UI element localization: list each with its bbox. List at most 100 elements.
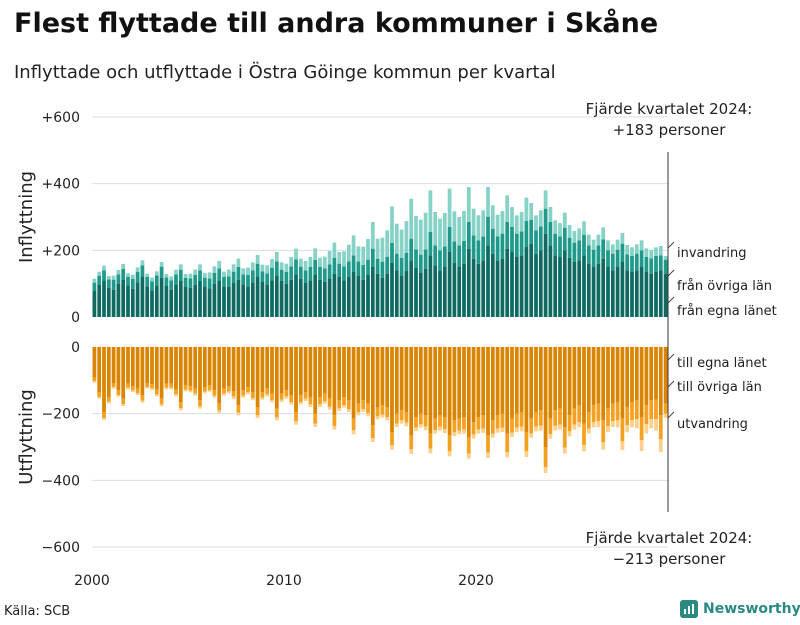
bar-utflyttning — [471, 434, 476, 439]
bar-utflyttning — [510, 432, 514, 437]
bar-utflyttning — [519, 426, 524, 432]
bar-inflyttning — [385, 257, 390, 274]
bar-utflyttning — [418, 347, 423, 414]
bar-inflyttning — [284, 283, 289, 317]
legend-label-in: invandring — [677, 246, 746, 261]
bar-inflyttning — [222, 277, 226, 287]
bar-inflyttning — [567, 237, 572, 258]
bar-inflyttning — [140, 277, 145, 317]
bar-inflyttning — [356, 261, 361, 276]
bar-inflyttning — [634, 270, 639, 317]
bar-utflyttning — [92, 347, 97, 377]
bar-inflyttning — [198, 264, 202, 271]
bar-inflyttning — [625, 245, 630, 255]
bar-utflyttning — [164, 347, 169, 384]
bar-utflyttning — [207, 385, 212, 390]
bar-utflyttning — [452, 347, 457, 421]
bar-inflyttning — [375, 258, 380, 274]
bar-utflyttning — [154, 394, 159, 397]
bar-inflyttning — [255, 277, 260, 317]
bar-inflyttning — [284, 272, 289, 284]
bar-utflyttning — [385, 347, 390, 407]
bar-inflyttning — [260, 282, 265, 317]
bar-inflyttning — [649, 250, 654, 259]
bar-inflyttning — [490, 228, 495, 254]
bar-inflyttning — [615, 249, 620, 267]
bar-utflyttning — [145, 383, 150, 387]
bar-inflyttning — [476, 240, 481, 264]
bar-inflyttning — [140, 265, 145, 277]
bar-inflyttning — [111, 279, 116, 290]
bar-inflyttning — [246, 286, 250, 317]
bar-utflyttning — [193, 393, 198, 396]
bar-utflyttning — [404, 412, 409, 423]
bar-utflyttning — [102, 347, 106, 412]
bar-inflyttning — [188, 287, 193, 317]
bar-inflyttning — [188, 273, 193, 279]
bar-inflyttning — [226, 276, 231, 287]
bar-utflyttning — [658, 347, 663, 416]
bar-utflyttning — [313, 347, 318, 414]
bar-utflyttning — [442, 417, 447, 429]
bar-inflyttning — [207, 278, 212, 289]
bar-inflyttning — [169, 280, 174, 290]
bar-utflyttning — [577, 422, 582, 428]
bar-inflyttning — [447, 252, 452, 317]
bar-inflyttning — [442, 213, 447, 247]
legend-label-in: från övriga län — [677, 279, 772, 294]
bar-inflyttning — [505, 248, 510, 317]
legend-label-out: till egna länet — [677, 356, 767, 371]
bar-utflyttning — [495, 415, 500, 429]
bar-inflyttning — [121, 279, 126, 317]
bar-utflyttning — [476, 347, 481, 417]
bar-utflyttning — [366, 403, 370, 413]
bar-inflyttning — [586, 263, 591, 317]
bar-inflyttning — [577, 260, 582, 317]
brand-logo[interactable]: Newsworthy — [680, 600, 800, 618]
y-tick-label: 0 — [71, 340, 80, 356]
bar-utflyttning — [615, 347, 620, 402]
bar-utflyttning — [399, 347, 404, 411]
bar-utflyttning — [284, 347, 289, 391]
bar-inflyttning — [404, 221, 409, 253]
bar-utflyttning — [423, 415, 428, 427]
bar-utflyttning — [586, 347, 591, 412]
bar-inflyttning — [313, 248, 318, 260]
bar-utflyttning — [106, 397, 111, 402]
bar-inflyttning — [562, 227, 567, 251]
bar-utflyttning — [596, 347, 601, 404]
bar-inflyttning — [375, 273, 380, 317]
bar-utflyttning — [140, 347, 145, 396]
bar-inflyttning — [495, 214, 500, 237]
bar-inflyttning — [121, 269, 126, 280]
bar-utflyttning — [639, 440, 644, 451]
bar-inflyttning — [447, 188, 452, 227]
bar-inflyttning — [356, 246, 361, 262]
bar-utflyttning — [529, 433, 534, 438]
bar-inflyttning — [366, 275, 370, 317]
bar-utflyttning — [490, 347, 495, 421]
bar-inflyttning — [270, 280, 274, 317]
bar-utflyttning — [423, 347, 428, 416]
bar-utflyttning — [481, 415, 486, 429]
bar-inflyttning — [183, 278, 188, 287]
bar-utflyttning — [457, 347, 462, 419]
source-note: Källa: SCB — [4, 604, 71, 619]
bar-inflyttning — [154, 271, 159, 276]
bar-utflyttning — [226, 386, 231, 392]
bar-inflyttning — [466, 222, 471, 249]
bar-inflyttning — [538, 226, 543, 251]
bar-inflyttning — [183, 287, 188, 317]
bar-utflyttning — [231, 396, 236, 399]
bar-inflyttning — [567, 257, 572, 317]
bar-inflyttning — [145, 286, 150, 317]
bar-inflyttning — [658, 246, 663, 256]
bar-inflyttning — [399, 275, 404, 317]
bar-utflyttning — [505, 452, 510, 458]
bar-utflyttning — [548, 347, 553, 419]
bar-inflyttning — [351, 235, 356, 256]
bar-utflyttning — [135, 388, 140, 394]
bar-utflyttning — [154, 347, 159, 390]
bar-utflyttning — [524, 347, 529, 432]
bar-utflyttning — [447, 435, 452, 452]
